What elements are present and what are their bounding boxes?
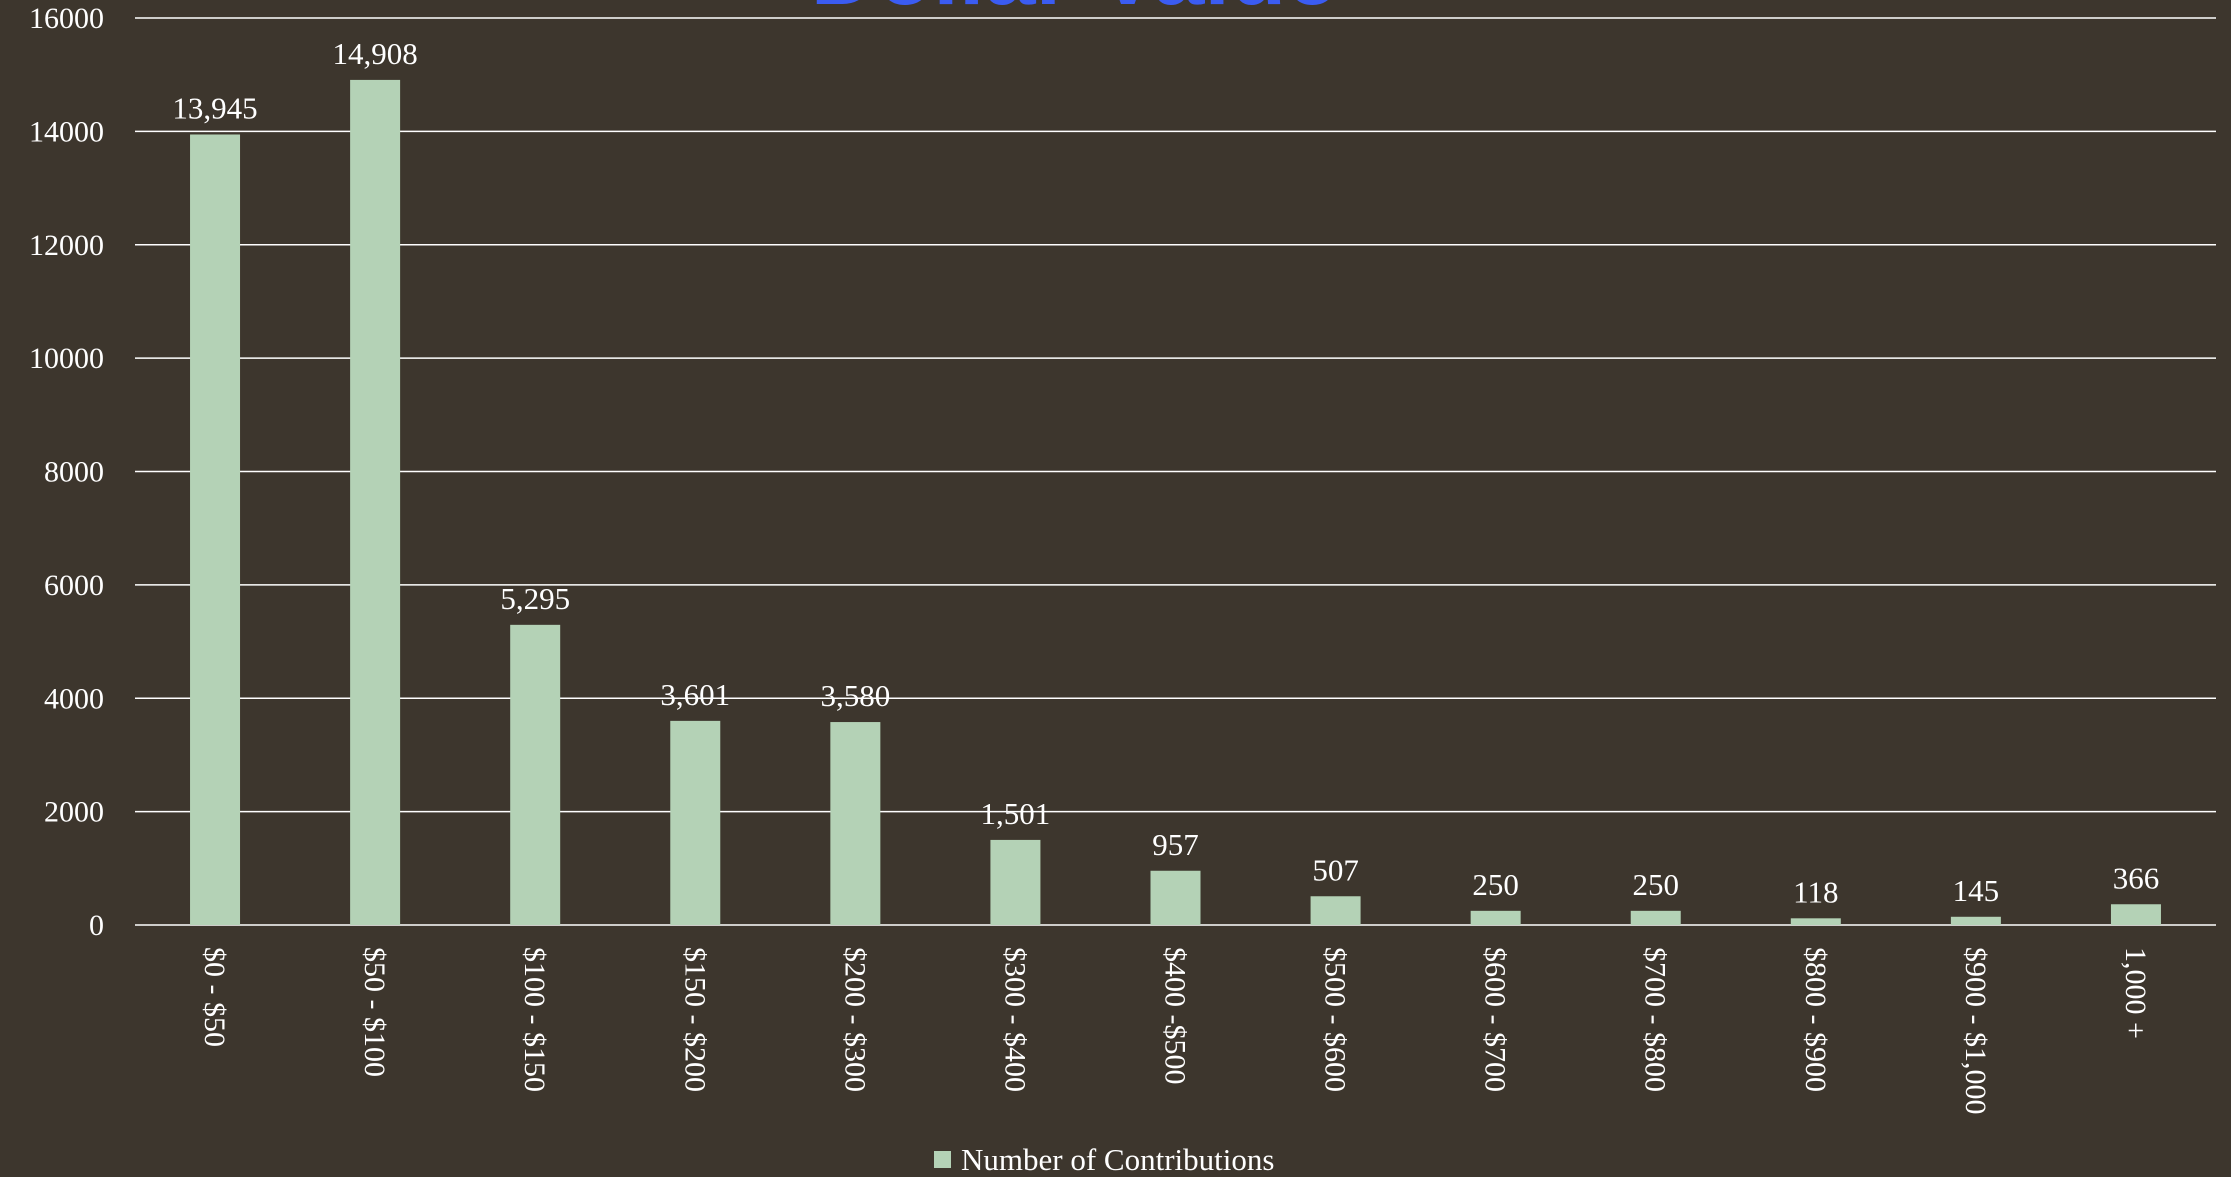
data-label: 145 (1953, 873, 2000, 908)
legend-label: Number of Contributions (961, 1142, 1274, 1177)
y-tick-label: 2000 (44, 796, 104, 829)
legend: Number of Contributions (934, 1142, 1274, 1177)
y-tick-label: 0 (89, 909, 104, 942)
x-category-label: 1,000 + (2119, 947, 2152, 1039)
x-category-label: $500 - $600 (1319, 947, 1352, 1092)
data-label: 13,945 (172, 90, 257, 125)
bar (1630, 910, 1681, 925)
legend-swatch (934, 1151, 951, 1168)
y-tick-label: 14000 (29, 115, 104, 148)
y-tick-label: 12000 (29, 229, 104, 262)
y-tick-label: 10000 (29, 342, 104, 375)
data-label: 250 (1632, 867, 1679, 902)
y-tick-label: 4000 (44, 682, 104, 715)
data-label: 118 (1793, 874, 1838, 909)
data-labels: 13,945 14,908 5,295 3,601 3,580 1,501 957 507 25… (172, 36, 2159, 909)
bar (350, 79, 401, 925)
bar (1150, 870, 1201, 925)
bar (2110, 904, 2161, 925)
y-axis-ticks: 0 2000 4000 6000 8000 10000 12000 14000 16000 (29, 2, 104, 942)
data-label: 3,580 (820, 678, 890, 713)
data-label: 957 (1152, 827, 1199, 862)
x-category-label: $800 - $900 (1799, 947, 1832, 1092)
y-tick-label: 16000 (29, 2, 104, 35)
data-label: 14,908 (332, 36, 417, 71)
x-category-label: $0 - $50 (198, 947, 231, 1047)
bars (190, 79, 2161, 926)
x-category-label: $600 - $700 (1479, 947, 1512, 1092)
x-category-label: $50 - $100 (358, 947, 391, 1077)
x-category-label: $700 - $800 (1639, 947, 1672, 1092)
x-category-label: $400 -$500 (1159, 947, 1192, 1085)
gridlines (135, 17, 2216, 926)
bar (1790, 918, 1841, 925)
data-label: 3,601 (660, 677, 730, 712)
chart-title: Dollar Value (811, 0, 1338, 24)
data-label: 250 (1472, 867, 1519, 902)
bar (190, 134, 241, 926)
x-category-label: $100 - $150 (518, 947, 551, 1092)
data-label: 507 (1312, 852, 1359, 887)
bar (990, 839, 1041, 925)
bar (830, 722, 881, 925)
bar (1470, 910, 1521, 925)
y-tick-label: 8000 (44, 456, 104, 489)
y-tick-label: 6000 (44, 569, 104, 602)
bar (1950, 916, 2001, 925)
data-label: 1,501 (981, 796, 1051, 831)
x-category-label: $150 - $200 (678, 947, 711, 1092)
data-label: 5,295 (500, 581, 570, 616)
x-axis-categories: $0 - $50 $50 - $100 $100 - $150 $150 - $200… (198, 947, 2152, 1115)
x-category-label: $200 - $300 (838, 947, 871, 1092)
data-label: 366 (2113, 860, 2160, 895)
x-category-label: $300 - $400 (998, 947, 1031, 1092)
bar (1310, 896, 1361, 925)
bar (510, 624, 561, 925)
x-category-label: $900 - $1,000 (1959, 947, 1992, 1115)
bar (670, 720, 721, 925)
